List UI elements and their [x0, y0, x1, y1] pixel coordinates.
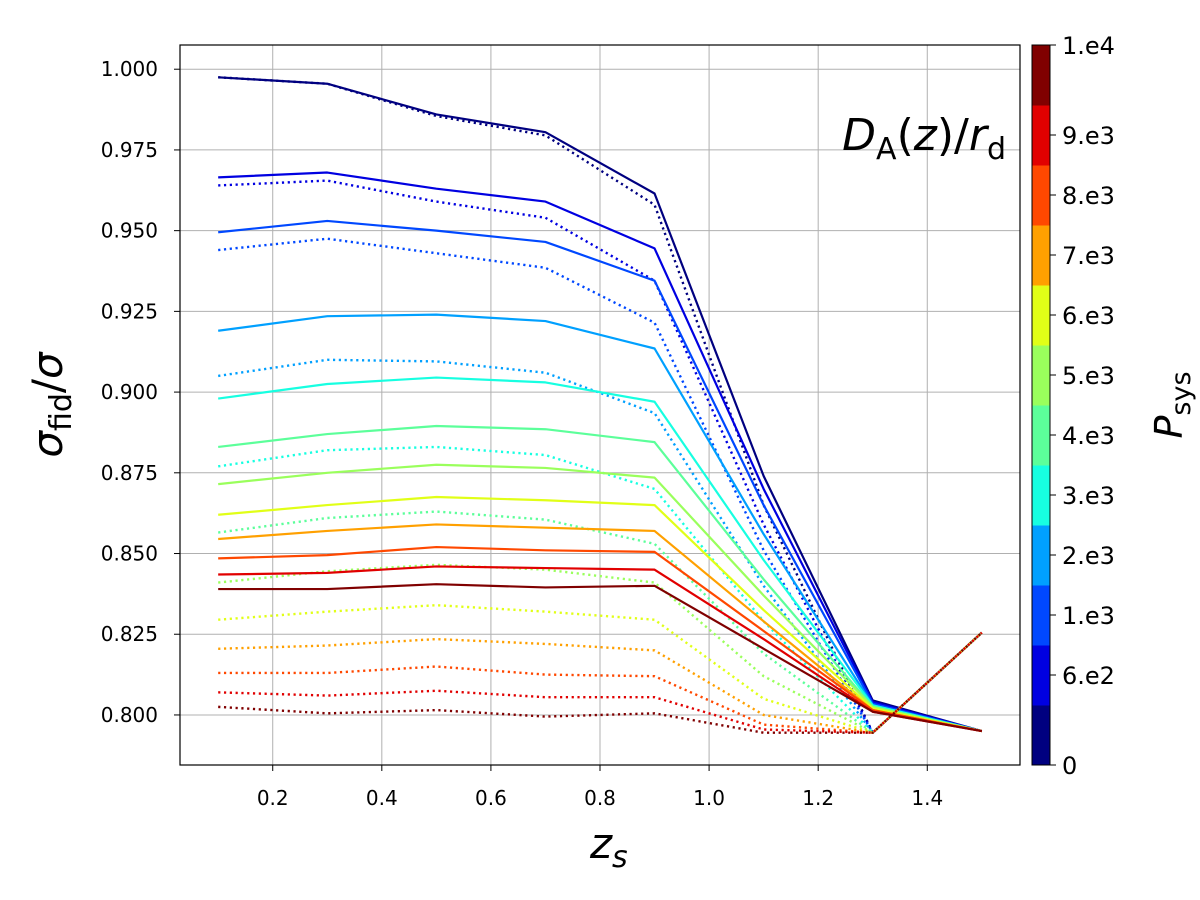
- series-line-dotted: [218, 237, 983, 734]
- colorbar-segment: [1032, 45, 1050, 106]
- colorbar-segment: [1032, 705, 1050, 766]
- y-tick-label: 0.925: [101, 299, 158, 323]
- y-tick-label: 0.875: [101, 461, 158, 485]
- series-line-solid: [218, 523, 983, 733]
- colorbar-tick-label: 5.e3: [1062, 362, 1115, 390]
- x-tick-label: 0.2: [257, 786, 289, 810]
- series-line-dotted: [218, 563, 983, 734]
- series-line-solid: [218, 545, 983, 733]
- x-tick-label: 0.4: [366, 786, 398, 810]
- y-tick-label: 0.825: [101, 622, 158, 646]
- series-line-solid: [218, 495, 983, 733]
- series-line-solid: [218, 583, 983, 733]
- colorbar-segment: [1032, 225, 1050, 286]
- series-line-solid: [218, 376, 983, 733]
- x-tick-label: 1.4: [911, 786, 943, 810]
- colorbar-segment: [1032, 345, 1050, 406]
- x-tick-label: 1.0: [693, 786, 725, 810]
- series-line-solid: [218, 219, 983, 733]
- colorbar-tick-label: 3.e3: [1062, 482, 1115, 510]
- colorbar-tick-label: 8.e3: [1062, 182, 1115, 210]
- colorbar-segment: [1032, 525, 1050, 586]
- colorbar-segment: [1032, 585, 1050, 646]
- x-axis-label: zs: [589, 819, 628, 875]
- series-line-solid: [218, 424, 983, 733]
- colorbar-tick-label: 0: [1062, 752, 1077, 780]
- colorbar-segment: [1032, 645, 1050, 706]
- y-axis-label: σfid/σ: [23, 351, 79, 458]
- colorbar-tick-label: 1.e4: [1062, 32, 1115, 60]
- x-tick-label: 1.2: [802, 786, 834, 810]
- y-tick-label: 1.000: [101, 57, 158, 81]
- colorbar-segment: [1032, 285, 1050, 346]
- series-line-dotted: [218, 510, 983, 734]
- series-line-solid: [218, 313, 983, 733]
- series-line-dotted: [218, 631, 983, 734]
- series-line-solid: [218, 463, 983, 733]
- colorbar-tick-label: 4.e3: [1062, 422, 1115, 450]
- colorbar-tick-label: 9.e3: [1062, 122, 1115, 150]
- y-tick-label: 0.900: [101, 380, 158, 404]
- series-line-solid: [218, 171, 983, 733]
- series-group: [218, 76, 983, 734]
- colorbar-tick-label: 6.e3: [1062, 302, 1115, 330]
- colorbar: 0 6.e2 1.e3 2.e3 3.e3 4.e3 5.e3 6.e3 7.e3 8.e3 9.e…: [1031, 32, 1115, 780]
- series-line-solid: [218, 565, 983, 733]
- x-tick-label: 0.8: [584, 786, 616, 810]
- series-line-dotted: [218, 631, 983, 734]
- colorbar-tick-label: 2.e3: [1062, 542, 1115, 570]
- colorbar-tick-label: 7.e3: [1062, 242, 1115, 270]
- series-line-dotted: [218, 358, 983, 734]
- colorbar-segment: [1032, 465, 1050, 526]
- colorbar-segment: [1032, 105, 1050, 166]
- series-line-dotted: [218, 603, 983, 734]
- colorbar-tick-label: 6.e2: [1062, 662, 1115, 690]
- colorbar-label: Psys: [1147, 371, 1197, 438]
- colorbar-frame: [1031, 44, 1051, 766]
- y-tick-label: 0.950: [101, 219, 158, 243]
- colorbar-segment: [1032, 405, 1050, 466]
- y-tick-label: 0.850: [101, 542, 158, 566]
- y-tick-label: 0.975: [101, 138, 158, 162]
- colorbar-tick-label: 1.e3: [1062, 602, 1115, 630]
- axis-ticks: 0.2 0.4 0.6 0.8 1.0 1.2 1.4 0.800 0.825 0.850 0.87…: [101, 57, 943, 810]
- colorbar-segment: [1032, 165, 1050, 226]
- series-line-dotted: [218, 179, 983, 734]
- annotation-text: DA(z)/rd: [842, 110, 1006, 167]
- series-line-dotted: [218, 445, 983, 734]
- y-tick-label: 0.800: [101, 703, 158, 727]
- x-tick-label: 0.6: [475, 786, 507, 810]
